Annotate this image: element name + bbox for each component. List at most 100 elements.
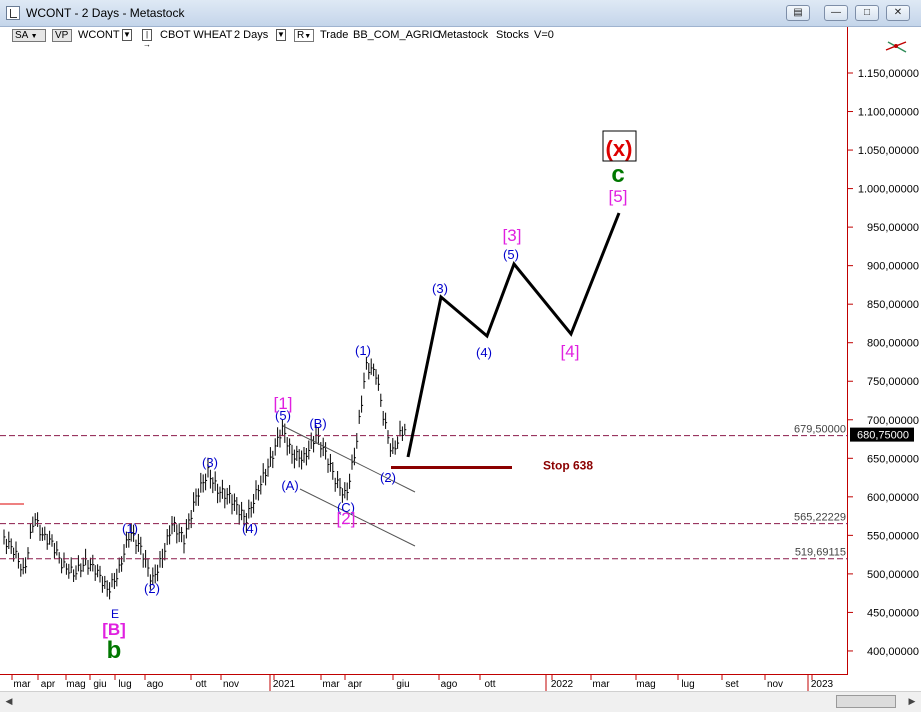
chevron-down-icon: ▼ <box>277 30 285 39</box>
wave-label-small-b: b <box>107 637 122 664</box>
time-axis-svg: mar apr mag giu lug ago ott nov 2021 mar apr giu ago… <box>11 675 834 692</box>
price-axis[interactable]: 1.150,00000 1.100,00000 1.050,00000 1.000,0… <box>848 27 921 674</box>
vp-button[interactable]: VP <box>52 29 72 42</box>
horizontal-levels: 679,50000 565,22229 519,69115 Stop 638 <box>0 424 848 560</box>
maximize-button[interactable]: □ <box>855 5 879 21</box>
price-chart[interactable]: 679,50000 565,22229 519,69115 Stop 638 E[B]… <box>0 27 848 674</box>
cursor-icon: |→ <box>143 30 151 49</box>
symbol-label[interactable]: WCONT <box>78 29 120 41</box>
price-tick-label: 950,00000 <box>867 222 919 234</box>
symbol-dropdown[interactable]: ▼ <box>122 29 132 41</box>
level-label: 679,50000 <box>794 424 846 436</box>
price-tick-label: 900,00000 <box>867 261 919 273</box>
wave-projection <box>406 212 621 458</box>
chart-toolbar: SA ▼ VP WCONT ▼ |→ CBOT WHEAT 2 Days ▼ R… <box>0 27 847 49</box>
scroll-thumb[interactable] <box>836 695 896 708</box>
security-dropdown[interactable]: |→ <box>142 29 152 49</box>
scroll-right-icon[interactable]: ▶ <box>908 696 916 706</box>
time-tick-label: ago <box>147 679 164 690</box>
layout-icon: ▤ <box>793 7 803 18</box>
price-tick-label: 750,00000 <box>867 376 919 388</box>
chevron-down-icon: ▼ <box>304 33 312 40</box>
channel-lower <box>299 488 416 547</box>
time-tick-label: nov <box>767 679 783 690</box>
chevron-down-icon: ▼ <box>123 30 131 39</box>
price-tick-label: 550,00000 <box>867 530 919 542</box>
periodicity-dropdown[interactable]: ▼ <box>276 29 286 41</box>
time-tick-label: ott <box>195 679 206 690</box>
r-dropdown[interactable]: R▼ <box>294 29 314 42</box>
wave-label-e: E <box>111 607 119 621</box>
vp-label: VP <box>55 30 69 41</box>
time-tick-label: ott <box>484 679 495 690</box>
minimize-button[interactable]: — <box>824 5 848 21</box>
wave-label-c: (C) <box>337 500 355 515</box>
window-title-bar[interactable]: WCONT - 2 Days - Metastock ▤ — □ ✕ <box>0 0 921 27</box>
horizontal-scrollbar[interactable]: ◀ ▶ <box>0 691 921 712</box>
wave-label-x: (x) <box>606 136 633 161</box>
wave-label-bracket-3: [3] <box>503 226 522 245</box>
price-tick-label: 1.050,00000 <box>858 145 919 157</box>
price-bars <box>3 356 407 600</box>
wave-label-b: (B) <box>309 416 326 431</box>
price-tick-label: 1.150,00000 <box>858 68 919 80</box>
wave-label-p5: (5) <box>503 247 519 262</box>
window-title: WCONT - 2 Days - Metastock <box>26 6 185 20</box>
folder-label: BB_COM_AGRIC <box>353 29 441 41</box>
time-tick-label: 2023 <box>811 679 834 690</box>
wave-label-c-green: c <box>611 161 624 188</box>
periodicity-label[interactable]: 2 Days <box>234 29 269 41</box>
time-tick-label: lug <box>681 679 694 690</box>
time-tick-label: mag <box>636 679 655 690</box>
wave-label-3: (3) <box>202 455 218 470</box>
minimize-icon: — <box>831 7 841 18</box>
wave-label-n1: (1) <box>355 343 371 358</box>
wave-label-bracket-5: [5] <box>609 187 628 206</box>
wave-label-4: (4) <box>242 521 258 536</box>
maximize-icon: □ <box>863 7 871 18</box>
kind-label: Stocks <box>496 29 530 41</box>
wave-label-bracket-1: [1] <box>274 394 293 413</box>
price-tick-label: 650,00000 <box>867 453 919 465</box>
wave-label-bracket-2: [2] <box>337 509 356 528</box>
level-label: 565,22229 <box>794 512 846 524</box>
wave-label-bracket-4: [4] <box>561 342 580 361</box>
current-price-badge <box>850 427 914 442</box>
close-icon: ✕ <box>893 7 903 18</box>
x-label-box <box>602 130 637 162</box>
time-tick-label: 2021 <box>273 679 296 690</box>
time-tick-label: 2022 <box>551 679 574 690</box>
chevron-down-icon: ▼ <box>30 33 38 40</box>
time-tick-label: giu <box>396 679 409 690</box>
time-tick-label: mar <box>13 679 31 690</box>
time-tick-label: mar <box>592 679 610 690</box>
scroll-left-icon[interactable]: ◀ <box>5 696 13 706</box>
time-axis[interactable]: mar apr mag giu lug ago ott nov 2021 mar apr giu ago… <box>0 674 848 692</box>
trade-label[interactable]: Trade <box>320 29 349 41</box>
restore-layout-button[interactable]: ▤ <box>786 5 810 21</box>
channel-upper <box>282 425 416 493</box>
price-tick-label: 500,00000 <box>867 569 919 581</box>
price-tick-label: 400,00000 <box>867 646 919 658</box>
price-tick-label: 800,00000 <box>867 338 919 350</box>
wave-label-p3: (3) <box>432 281 448 296</box>
price-tick-label: 1.100,00000 <box>858 107 919 119</box>
price-tick-label: 1.000,00000 <box>858 184 919 196</box>
wave-label-bracket-b: [B] <box>102 620 126 639</box>
time-tick-label: apr <box>41 679 56 690</box>
trend-channel <box>282 425 416 547</box>
wave-label-a: (A) <box>281 478 298 493</box>
time-tick-label: set <box>725 679 739 690</box>
price-axis-svg: 1.150,00000 1.100,00000 1.050,00000 1.000,0… <box>848 41 919 658</box>
wave-label-p4: (4) <box>476 345 492 360</box>
wave-label-2: (2) <box>144 581 160 596</box>
time-tick-label: lug <box>118 679 131 690</box>
chart-pane[interactable] <box>0 27 848 674</box>
sa-button[interactable]: SA ▼ <box>12 29 46 42</box>
wave-label-5: (5) <box>275 408 291 423</box>
line-tool-icon[interactable] <box>885 41 907 53</box>
wave-labels: E[B]b(1)(2)(3)(4)(5)[1](A)(B)(C)[2](1)(2… <box>102 130 637 664</box>
close-button[interactable]: ✕ <box>886 5 910 21</box>
stop-label: Stop 638 <box>543 459 593 473</box>
time-tick-label: ago <box>441 679 458 690</box>
